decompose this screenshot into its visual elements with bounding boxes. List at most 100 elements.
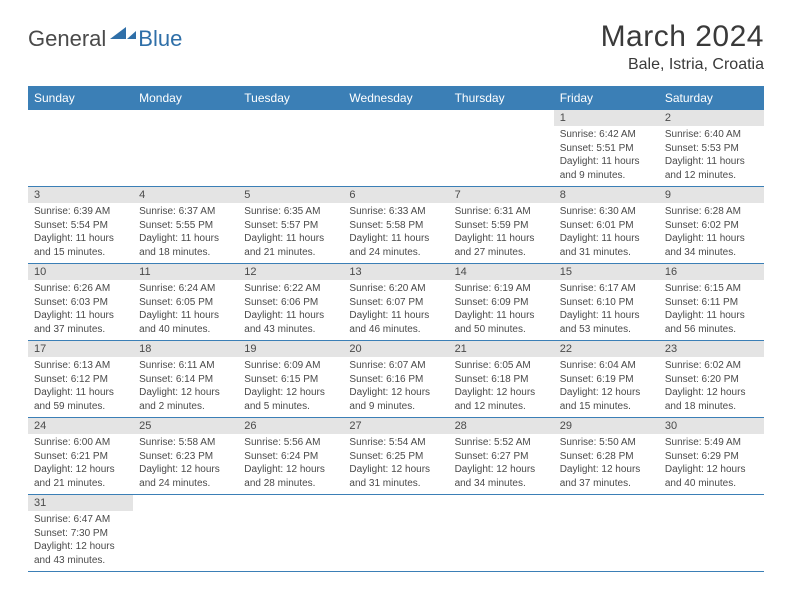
day-line: Sunset: 6:20 PM <box>665 373 758 387</box>
day-line: Sunrise: 6:42 AM <box>560 128 653 142</box>
day-line: Sunset: 6:24 PM <box>244 450 337 464</box>
calendar-cell <box>238 495 343 572</box>
location-text: Bale, Istria, Croatia <box>601 56 764 74</box>
month-title: March 2024 <box>601 20 764 54</box>
day-line: Daylight: 11 hours <box>665 155 758 169</box>
calendar-cell: 4Sunrise: 6:37 AMSunset: 5:55 PMDaylight… <box>133 187 238 264</box>
day-line: Sunset: 6:29 PM <box>665 450 758 464</box>
day-line: Sunset: 5:53 PM <box>665 142 758 156</box>
day-line: Sunrise: 5:56 AM <box>244 436 337 450</box>
day-line: Sunrise: 6:30 AM <box>560 205 653 219</box>
calendar-cell <box>238 110 343 187</box>
day-line: Sunset: 6:09 PM <box>455 296 548 310</box>
day-details: Sunrise: 6:13 AMSunset: 6:12 PMDaylight:… <box>28 357 133 417</box>
day-line: and 40 minutes. <box>139 323 232 337</box>
calendar-cell: 28Sunrise: 5:52 AMSunset: 6:27 PMDayligh… <box>449 418 554 495</box>
day-details: Sunrise: 6:19 AMSunset: 6:09 PMDaylight:… <box>449 280 554 340</box>
day-line: Sunset: 5:51 PM <box>560 142 653 156</box>
calendar-cell: 12Sunrise: 6:22 AMSunset: 6:06 PMDayligh… <box>238 264 343 341</box>
day-number: 24 <box>28 418 133 434</box>
day-line: Daylight: 12 hours <box>560 386 653 400</box>
calendar-cell: 3Sunrise: 6:39 AMSunset: 5:54 PMDaylight… <box>28 187 133 264</box>
day-line: Daylight: 12 hours <box>349 386 442 400</box>
day-line: Daylight: 11 hours <box>34 386 127 400</box>
day-line: and 9 minutes. <box>560 169 653 183</box>
day-line: Sunrise: 6:00 AM <box>34 436 127 450</box>
calendar-cell: 2Sunrise: 6:40 AMSunset: 5:53 PMDaylight… <box>659 110 764 187</box>
day-line: and 21 minutes. <box>34 477 127 491</box>
day-line: Sunset: 6:18 PM <box>455 373 548 387</box>
day-line: Daylight: 11 hours <box>349 309 442 323</box>
day-line: Sunrise: 6:26 AM <box>34 282 127 296</box>
day-number: 22 <box>554 341 659 357</box>
calendar-cell: 30Sunrise: 5:49 AMSunset: 6:29 PMDayligh… <box>659 418 764 495</box>
calendar-cell <box>133 495 238 572</box>
day-line: Daylight: 12 hours <box>34 540 127 554</box>
day-line: Sunset: 5:57 PM <box>244 219 337 233</box>
day-details: Sunrise: 6:37 AMSunset: 5:55 PMDaylight:… <box>133 203 238 263</box>
day-line: Daylight: 12 hours <box>34 463 127 477</box>
day-line: and 28 minutes. <box>244 477 337 491</box>
day-line: Daylight: 11 hours <box>349 232 442 246</box>
day-line: and 46 minutes. <box>349 323 442 337</box>
calendar-cell: 10Sunrise: 6:26 AMSunset: 6:03 PMDayligh… <box>28 264 133 341</box>
calendar-row: 24Sunrise: 6:00 AMSunset: 6:21 PMDayligh… <box>28 418 764 495</box>
day-line: Daylight: 11 hours <box>455 232 548 246</box>
calendar-cell: 25Sunrise: 5:58 AMSunset: 6:23 PMDayligh… <box>133 418 238 495</box>
day-line: Sunrise: 5:49 AM <box>665 436 758 450</box>
day-number: 29 <box>554 418 659 434</box>
day-number: 16 <box>659 264 764 280</box>
brand-part1: General <box>28 26 106 52</box>
day-line: Daylight: 12 hours <box>349 463 442 477</box>
day-number: 27 <box>343 418 448 434</box>
day-line: Sunset: 6:06 PM <box>244 296 337 310</box>
calendar-cell: 27Sunrise: 5:54 AMSunset: 6:25 PMDayligh… <box>343 418 448 495</box>
day-line: Daylight: 12 hours <box>139 463 232 477</box>
calendar-cell: 1Sunrise: 6:42 AMSunset: 5:51 PMDaylight… <box>554 110 659 187</box>
day-line: Sunrise: 6:02 AM <box>665 359 758 373</box>
day-details: Sunrise: 5:58 AMSunset: 6:23 PMDaylight:… <box>133 434 238 494</box>
day-line: and 40 minutes. <box>665 477 758 491</box>
day-line: Sunrise: 6:39 AM <box>34 205 127 219</box>
calendar-row: 31Sunrise: 6:47 AMSunset: 7:30 PMDayligh… <box>28 495 764 572</box>
day-number: 23 <box>659 341 764 357</box>
day-line: Sunset: 6:10 PM <box>560 296 653 310</box>
day-line: Daylight: 12 hours <box>455 463 548 477</box>
day-line: and 50 minutes. <box>455 323 548 337</box>
calendar-cell: 7Sunrise: 6:31 AMSunset: 5:59 PMDaylight… <box>449 187 554 264</box>
day-line: and 34 minutes. <box>455 477 548 491</box>
day-details: Sunrise: 5:54 AMSunset: 6:25 PMDaylight:… <box>343 434 448 494</box>
calendar-cell: 21Sunrise: 6:05 AMSunset: 6:18 PMDayligh… <box>449 341 554 418</box>
day-line: and 31 minutes. <box>560 246 653 260</box>
day-number: 7 <box>449 187 554 203</box>
day-line: and 5 minutes. <box>244 400 337 414</box>
day-header: Wednesday <box>343 86 448 110</box>
day-details: Sunrise: 6:00 AMSunset: 6:21 PMDaylight:… <box>28 434 133 494</box>
calendar-cell: 26Sunrise: 5:56 AMSunset: 6:24 PMDayligh… <box>238 418 343 495</box>
day-line: and 43 minutes. <box>244 323 337 337</box>
day-number: 13 <box>343 264 448 280</box>
day-line: Sunrise: 6:19 AM <box>455 282 548 296</box>
day-line: Sunrise: 6:05 AM <box>455 359 548 373</box>
calendar-cell: 11Sunrise: 6:24 AMSunset: 6:05 PMDayligh… <box>133 264 238 341</box>
day-details: Sunrise: 6:09 AMSunset: 6:15 PMDaylight:… <box>238 357 343 417</box>
day-details: Sunrise: 6:22 AMSunset: 6:06 PMDaylight:… <box>238 280 343 340</box>
day-header: Thursday <box>449 86 554 110</box>
calendar-cell <box>28 110 133 187</box>
day-line: Sunrise: 6:20 AM <box>349 282 442 296</box>
day-number: 20 <box>343 341 448 357</box>
calendar-cell: 16Sunrise: 6:15 AMSunset: 6:11 PMDayligh… <box>659 264 764 341</box>
day-line: and 37 minutes. <box>560 477 653 491</box>
day-line: and 21 minutes. <box>244 246 337 260</box>
day-number: 5 <box>238 187 343 203</box>
calendar-cell <box>343 110 448 187</box>
day-line: Sunrise: 6:17 AM <box>560 282 653 296</box>
day-details: Sunrise: 6:24 AMSunset: 6:05 PMDaylight:… <box>133 280 238 340</box>
day-line: Daylight: 11 hours <box>455 309 548 323</box>
day-number: 2 <box>659 110 764 126</box>
day-line: Daylight: 11 hours <box>560 232 653 246</box>
calendar-cell <box>343 495 448 572</box>
day-line: and 12 minutes. <box>455 400 548 414</box>
brand-logo: General Blue <box>28 26 182 52</box>
day-line: and 53 minutes. <box>560 323 653 337</box>
